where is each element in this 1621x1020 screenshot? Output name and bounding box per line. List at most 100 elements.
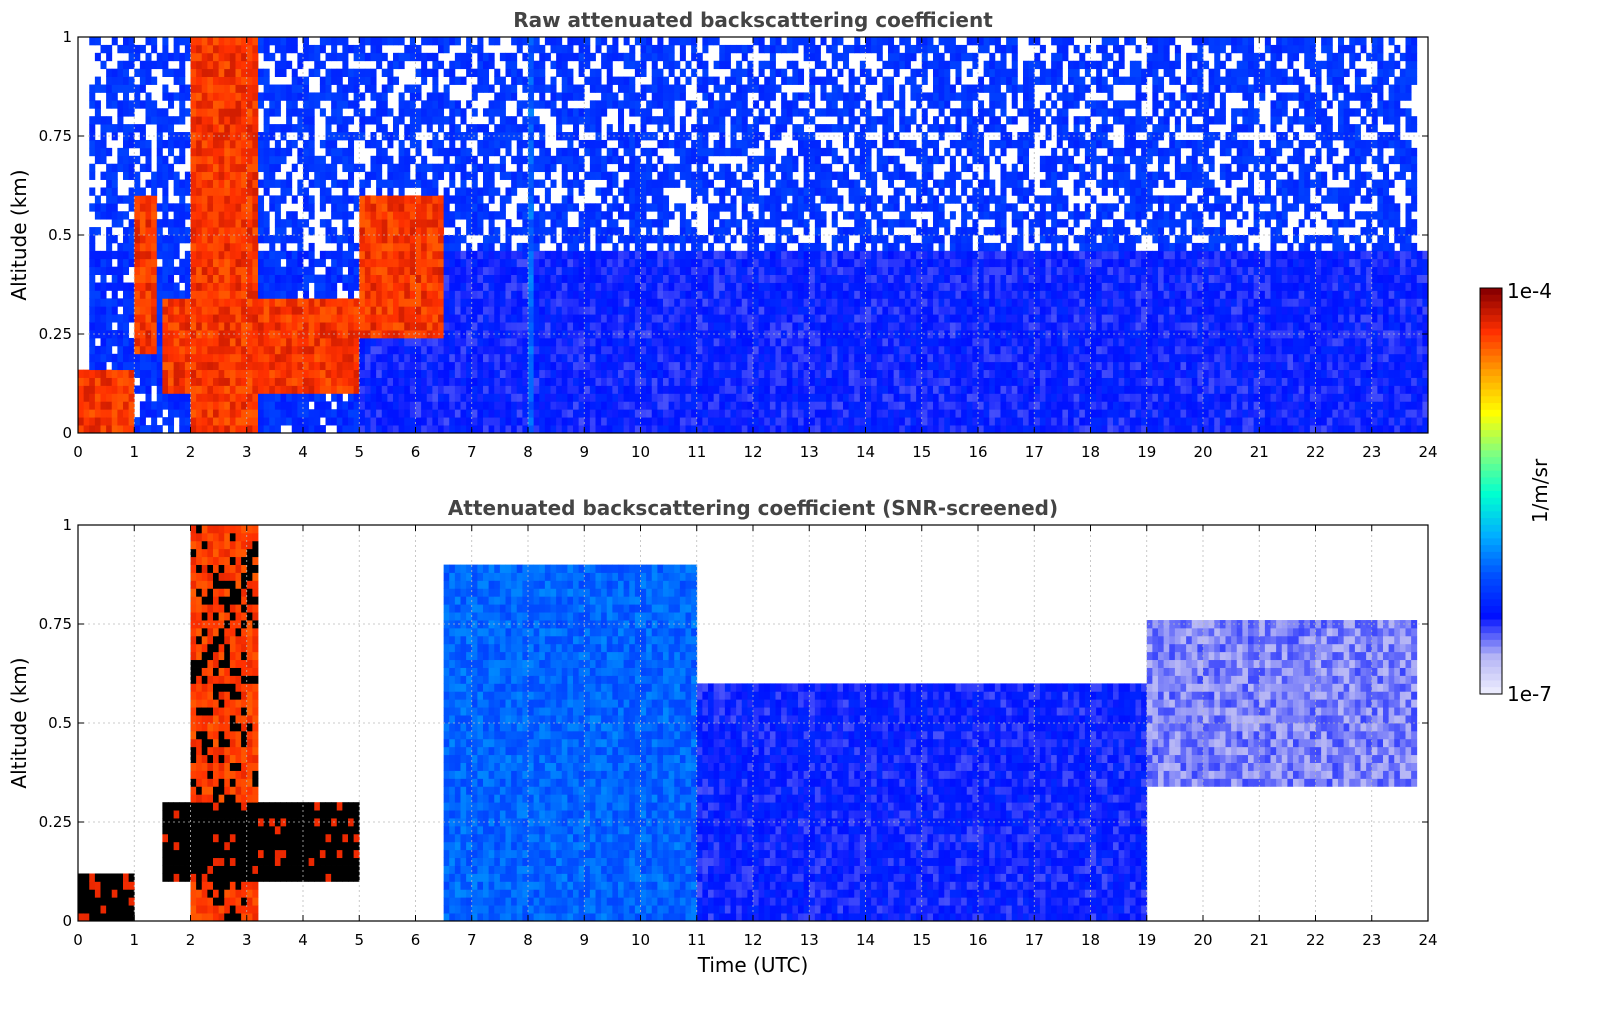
heatmap-cell (747, 124, 754, 133)
heatmap-cell (724, 353, 731, 363)
heatmap-cell (533, 124, 540, 133)
heatmap-cell (426, 306, 433, 315)
heatmap-cell (618, 227, 625, 236)
heatmap-cell (606, 179, 613, 188)
heatmap-cell (511, 155, 518, 165)
heatmap-cell (145, 258, 152, 268)
heatmap-cell (246, 385, 253, 394)
heatmap-cell (601, 385, 608, 394)
heatmap-cell (134, 68, 141, 77)
heatmap-cell (359, 211, 366, 220)
heatmap-cell (190, 417, 197, 426)
heatmap-cell (511, 377, 518, 386)
heatmap-cell (117, 425, 124, 434)
heatmap-cell (719, 274, 726, 283)
heatmap-cell (539, 345, 546, 355)
heatmap-cell (201, 377, 208, 386)
heatmap-cell (578, 330, 585, 339)
heatmap-cell (89, 274, 96, 283)
heatmap-cell (488, 163, 495, 173)
heatmap-cell (696, 116, 703, 125)
heatmap-cell (449, 60, 456, 70)
heatmap-cell (432, 337, 439, 347)
heatmap-cell (94, 195, 101, 204)
heatmap-cell (612, 195, 619, 204)
heatmap-cell (179, 203, 186, 212)
heatmap-cell (539, 155, 546, 165)
heatmap-cell (235, 425, 242, 434)
heatmap-cell (578, 290, 585, 299)
heatmap-cell (567, 353, 574, 363)
heatmap-cell (128, 52, 135, 62)
heatmap-cell (184, 187, 191, 196)
heatmap-cell (595, 242, 602, 252)
heatmap-cell (421, 179, 428, 188)
heatmap-cell (387, 68, 394, 77)
heatmap-cell (78, 377, 85, 386)
heatmap-cell (393, 219, 400, 228)
heatmap-cell (516, 274, 523, 283)
heatmap-cell (753, 385, 760, 394)
heatmap-cell (724, 298, 731, 307)
heatmap-cell (432, 242, 439, 252)
heatmap-cell (466, 211, 473, 220)
heatmap-cell (544, 37, 551, 46)
heatmap-cell (466, 401, 473, 410)
heatmap-cell (303, 417, 310, 426)
heatmap-cell (679, 171, 686, 180)
heatmap-cell (544, 211, 551, 220)
heatmap-cell (173, 179, 180, 188)
heatmap-cell (483, 385, 490, 394)
heatmap-cell (190, 116, 197, 125)
heatmap-cell (100, 116, 107, 125)
heatmap-cell (168, 235, 175, 244)
heatmap-cell (303, 37, 310, 46)
heatmap-cell (533, 163, 540, 173)
heatmap-cell (595, 353, 602, 363)
heatmap-cell (443, 266, 450, 275)
heatmap-cell (173, 52, 180, 62)
heatmap-cell (139, 219, 146, 228)
heatmap-cell (646, 377, 653, 386)
heatmap-cell (325, 235, 332, 244)
heatmap-cell (443, 258, 450, 268)
heatmap-cell (713, 76, 720, 85)
heatmap-cell (156, 242, 163, 252)
heatmap-cell (696, 163, 703, 173)
heatmap-cell (528, 52, 535, 62)
heatmap-cell (196, 219, 203, 228)
heatmap-cell (685, 179, 692, 188)
heatmap-cell (241, 250, 248, 260)
heatmap-cell (263, 219, 270, 228)
heatmap-cell (134, 337, 141, 347)
heatmap-cell (196, 37, 203, 46)
heatmap-cell (584, 369, 591, 378)
heatmap-cell (196, 361, 203, 371)
heatmap-cell (218, 124, 225, 133)
heatmap-cell (657, 195, 664, 204)
heatmap-cell (741, 68, 748, 77)
heatmap-cell (184, 298, 191, 307)
heatmap-cell (634, 227, 641, 236)
heatmap-cell (303, 44, 310, 54)
heatmap-cell (651, 417, 658, 426)
heatmap-cell (207, 76, 214, 85)
heatmap-cell (511, 298, 518, 307)
heatmap-cell (505, 60, 512, 70)
heatmap-cell (651, 235, 658, 244)
heatmap-cell (314, 179, 321, 188)
heatmap-cell (83, 401, 90, 410)
heatmap-cell (303, 100, 310, 109)
heatmap-cell (331, 337, 338, 347)
heatmap-cell (483, 84, 490, 93)
heatmap-cell (117, 116, 124, 125)
heatmap-cell (162, 266, 169, 275)
heatmap-cell (640, 258, 647, 268)
heatmap-cell (421, 393, 428, 402)
heatmap-cell (595, 84, 602, 93)
heatmap-cell (584, 44, 591, 54)
heatmap-cell (246, 345, 253, 355)
heatmap-cell (297, 108, 304, 117)
heatmap-cell (494, 322, 501, 331)
heatmap-cell (528, 385, 535, 394)
